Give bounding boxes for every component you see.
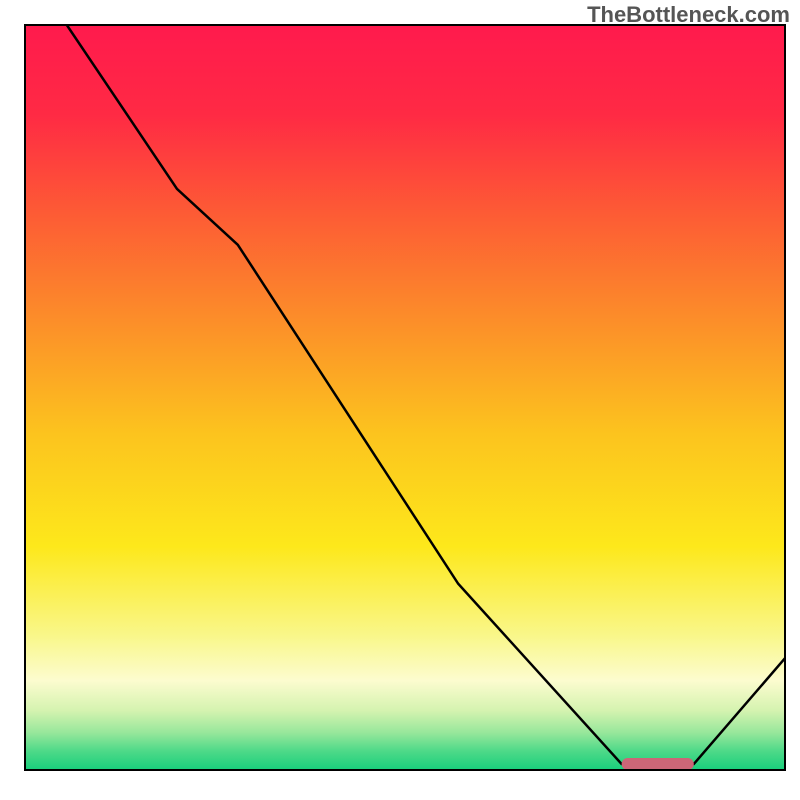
chart-container: TheBottleneck.com <box>0 0 800 800</box>
bottleneck-chart <box>0 0 800 800</box>
plot-background <box>25 25 785 770</box>
watermark-text: TheBottleneck.com <box>587 2 790 28</box>
optimal-zone-marker <box>622 758 694 770</box>
